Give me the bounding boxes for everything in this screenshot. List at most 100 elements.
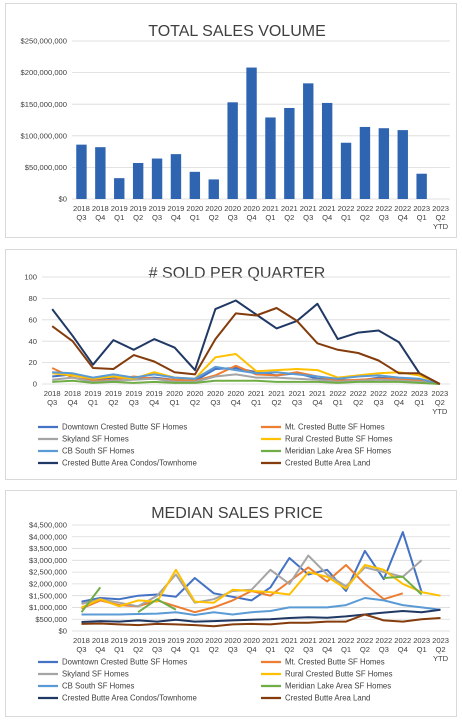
x-tick-label: Q1 <box>417 213 427 222</box>
legend-label: Crested Butte Area Land <box>285 459 370 468</box>
series-line <box>80 575 423 614</box>
x-tick-label: YTD <box>432 407 448 416</box>
y-tick-label: $0 <box>59 627 67 636</box>
x-tick-label: 2021 <box>309 389 326 398</box>
x-tick-label: Q3 <box>303 213 313 222</box>
x-tick-label: 2021 <box>281 204 298 213</box>
x-tick-label: 2020 <box>187 389 204 398</box>
x-tick-label: Q1 <box>190 213 200 222</box>
legend-label: Meridian Lake Area SF Homes <box>285 682 391 691</box>
series-line <box>52 365 441 385</box>
x-tick-label: 2022 <box>338 636 355 645</box>
x-tick-label: Q4 <box>246 645 256 654</box>
legend-label: Meridian Lake Area SF Homes <box>285 447 391 456</box>
bar <box>95 147 106 199</box>
x-tick-label: Q1 <box>170 398 180 407</box>
bar <box>151 158 163 199</box>
x-tick-label: 2019 <box>85 389 102 398</box>
x-tick-label: Q1 <box>114 213 124 222</box>
x-tick-label: Q1 <box>265 645 275 654</box>
x-tick-label: 2021 <box>319 636 336 645</box>
legend-label: Skyland SF Homes <box>62 670 129 679</box>
x-tick-label: Q1 <box>341 213 351 222</box>
total-sales-volume-chart: TOTAL SALES VOLUME $0 $50,000,000 $100,000… <box>21 23 450 231</box>
x-tick-label: 2020 <box>224 204 241 213</box>
x-tick-label: Q2 <box>108 398 118 407</box>
x-tick-label: Q4 <box>231 398 241 407</box>
x-tick-label: 2019 <box>130 204 147 213</box>
median-sales-price-chart: MEDIAN SALES PRICE $0 $500,000 $1,000,000 $… <box>29 505 450 703</box>
x-tick-label: Q1 <box>114 645 124 654</box>
x-tick-label: 2019 <box>111 204 128 213</box>
x-tick-label: Q4 <box>312 398 322 407</box>
x-tick-label: Q3 <box>374 398 384 407</box>
x-tick-label: 2020 <box>205 204 222 213</box>
x-tick-label: 2018 <box>92 204 109 213</box>
x-tick-label: Q1 <box>333 398 343 407</box>
y-tick-label: $4,000,000 <box>29 532 67 541</box>
legend-label: Crested Butte Area Condos/Townhome <box>62 459 197 468</box>
x-tick-label: Q1 <box>417 645 427 654</box>
x-tick-label: 2020 <box>227 389 244 398</box>
series-line <box>51 364 440 385</box>
x-tick-label: Q2 <box>133 213 143 222</box>
bar <box>378 128 390 199</box>
x-tick-label: 2019 <box>149 636 166 645</box>
x-tick-label: 2023 <box>432 636 449 645</box>
x-tick-label: 2021 <box>268 389 285 398</box>
x-tick-label: Q3 <box>76 645 86 654</box>
chart-title: TOTAL SALES VOLUME <box>148 23 326 40</box>
x-tick-label: 2022 <box>350 389 367 398</box>
x-tick-label: 2018 <box>73 636 90 645</box>
x-tick-label: Q4 <box>149 398 159 407</box>
x-tick-label: 2019 <box>167 636 184 645</box>
x-tick-label: 2020 <box>205 636 222 645</box>
x-tick-label: 2023 <box>431 389 448 398</box>
x-tick-label: 2020 <box>166 389 183 398</box>
y-tick-label: 40 <box>29 337 37 346</box>
x-tick-label: 2019 <box>125 389 142 398</box>
x-tick-label: Q4 <box>398 213 408 222</box>
x-tick-label: Q3 <box>228 213 238 222</box>
bar <box>265 117 276 199</box>
x-tick-label: 2022 <box>391 389 408 398</box>
x-tick-label: Q2 <box>360 645 370 654</box>
x-tick-label: Q3 <box>379 645 389 654</box>
x-tick-label: Q3 <box>76 213 86 222</box>
bar <box>359 126 371 199</box>
x-tick-label: Q2 <box>284 213 294 222</box>
y-tick-label: $2,500,000 <box>29 568 67 577</box>
chart-title: # SOLD PER QUARTER <box>149 265 326 282</box>
legend-label: Skyland SF Homes <box>62 435 129 444</box>
y-tick-label: $150,000,000 <box>21 100 67 109</box>
x-tick-label: Q4 <box>246 213 256 222</box>
y-tick-label: $50,000,000 <box>25 163 67 172</box>
y-tick-label: 60 <box>29 315 37 324</box>
bar <box>246 67 257 199</box>
bar <box>189 171 201 199</box>
y-tick-label: $3,000,000 <box>29 556 67 565</box>
series-line <box>52 353 441 385</box>
x-tick-label: 2020 <box>186 204 203 213</box>
x-tick-label: Q4 <box>68 398 78 407</box>
x-tick-label: 2018 <box>92 636 109 645</box>
x-tick-label: 2023 <box>411 389 428 398</box>
x-tick-label: 2021 <box>289 389 306 398</box>
chart-title: MEDIAN SALES PRICE <box>151 505 323 522</box>
x-tick-label: Q4 <box>398 645 408 654</box>
x-tick-label: 2019 <box>105 389 122 398</box>
bar <box>227 102 238 199</box>
series-line <box>81 597 441 616</box>
y-tick-label: $1,000,000 <box>29 603 67 612</box>
series-line <box>81 554 423 608</box>
x-tick-label: 2022 <box>329 389 346 398</box>
x-tick-label: Q3 <box>210 398 220 407</box>
legend-label: CB South SF Homes <box>62 682 134 691</box>
x-tick-label: Q4 <box>394 398 404 407</box>
y-tick-label: $250,000,000 <box>21 37 67 46</box>
x-tick-label: 2022 <box>375 636 392 645</box>
x-tick-label: 2018 <box>73 204 90 213</box>
y-tick-label: $100,000,000 <box>21 131 67 140</box>
x-tick-label: Q1 <box>88 398 98 407</box>
x-tick-label: Q3 <box>303 645 313 654</box>
